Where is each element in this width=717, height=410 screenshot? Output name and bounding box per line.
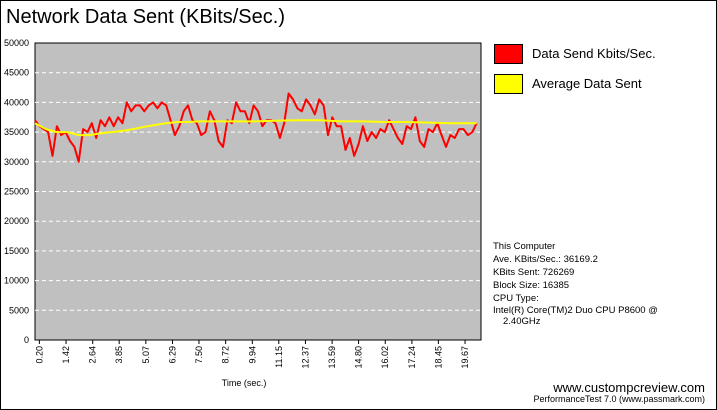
y-tick-label: 20000	[4, 216, 29, 226]
legend-label: Data Send Kbits/Sec.	[532, 46, 656, 61]
x-tick-label: 12.37	[300, 346, 310, 369]
x-tick-label: 19.67	[460, 346, 470, 369]
x-tick-label: 1.42	[61, 346, 71, 364]
x-tick-label: 16.02	[380, 346, 390, 369]
legend-label: Average Data Sent	[532, 76, 642, 91]
x-tick-label: 18.45	[433, 346, 443, 369]
y-tick-label: 35000	[4, 127, 29, 137]
y-tick-label: 40000	[4, 97, 29, 107]
y-tick-label: 5000	[9, 305, 29, 315]
x-tick-label: 5.07	[141, 346, 151, 364]
y-tick-label: 25000	[4, 187, 29, 197]
x-axis-label: Time (sec.)	[222, 378, 267, 388]
y-tick-label: 45000	[4, 68, 29, 78]
x-tick-label: 6.29	[168, 346, 178, 364]
x-tick-label: 7.50	[194, 346, 204, 364]
y-tick-label: 15000	[4, 246, 29, 256]
y-tick-label: 0	[24, 335, 29, 345]
x-tick-label: 13.59	[327, 346, 337, 369]
x-tick-label: 17.24	[407, 346, 417, 369]
chart-title: Network Data Sent (KBits/Sec.)	[6, 6, 285, 28]
x-tick-label: 2.64	[88, 346, 98, 364]
info-cpu-label: CPU Type:	[493, 293, 539, 304]
info-cpu-line2: 2.40GHz	[503, 316, 541, 327]
product-name: PerformanceTest 7.0 (www.passmark.com)	[533, 394, 705, 404]
y-tick-label: 50000	[4, 38, 29, 48]
x-tick-label: 0.20	[34, 346, 44, 364]
info-kbits-sent: KBits Sent: 726269	[493, 267, 575, 278]
y-tick-label: 30000	[4, 157, 29, 167]
x-tick-label: 14.80	[354, 346, 364, 369]
info-average: Ave. KBits/Sec.: 36169.2	[493, 254, 598, 265]
x-tick-label: 11.15	[274, 346, 284, 368]
series-line-1	[34, 119, 477, 137]
info-heading: This Computer	[493, 241, 556, 252]
x-tick-label: 9.94	[247, 346, 257, 364]
info-cpu-line1: Intel(R) Core(TM)2 Duo CPU P8600 @	[493, 305, 658, 316]
legend-swatch-yellow	[494, 74, 523, 94]
x-tick-label: 3.85	[114, 346, 124, 364]
computer-info: This Computer Ave. KBits/Sec.: 36169.2 K…	[493, 240, 658, 327]
x-tick-label: 8.72	[221, 346, 231, 364]
site-url: www.custompcreview.com	[553, 380, 705, 395]
info-block-size: Block Size: 16385	[493, 280, 570, 291]
y-tick-label: 10000	[4, 276, 29, 286]
legend-swatch-red	[494, 44, 523, 64]
series-line-0	[34, 92, 478, 163]
